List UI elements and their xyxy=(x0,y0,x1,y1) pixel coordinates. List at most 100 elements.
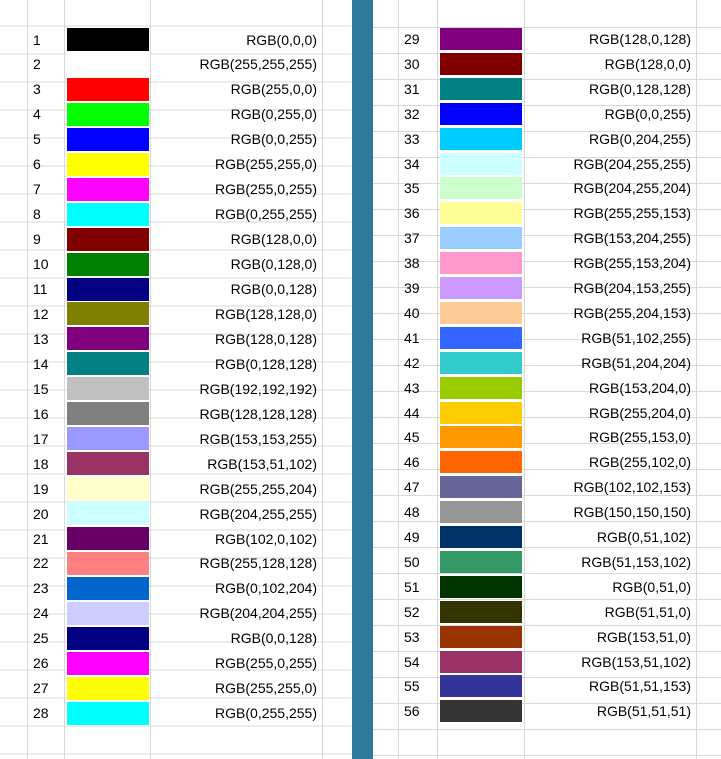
rgb-value-cell[interactable]: RGB(150,150,150) xyxy=(573,504,691,521)
color-row[interactable]: 33 RGB(0,204,255) xyxy=(373,127,721,151)
row-number-cell[interactable]: 38 xyxy=(404,255,420,272)
row-number-cell[interactable]: 19 xyxy=(33,480,49,497)
color-row[interactable]: 24 RGB(204,204,255) xyxy=(0,601,352,626)
rgb-value-cell[interactable]: RGB(255,0,0) xyxy=(230,81,317,98)
color-swatch-cell[interactable] xyxy=(67,427,149,451)
rgb-value-cell[interactable]: RGB(102,102,153) xyxy=(573,479,691,496)
color-row[interactable]: 46 RGB(255,102,0) xyxy=(373,450,721,474)
color-swatch-cell[interactable] xyxy=(440,575,522,598)
rgb-value-cell[interactable]: RGB(153,51,102) xyxy=(207,455,317,472)
row-number-cell[interactable]: 30 xyxy=(404,55,420,72)
rgb-value-cell[interactable]: RGB(51,51,0) xyxy=(604,603,691,620)
row-number-cell[interactable]: 23 xyxy=(33,580,49,597)
row-number-cell[interactable]: 47 xyxy=(404,479,420,496)
color-swatch-cell[interactable] xyxy=(440,501,522,524)
color-row[interactable]: 5 RGB(0,0,255) xyxy=(0,127,352,152)
rgb-value-cell[interactable]: RGB(0,0,255) xyxy=(604,105,691,122)
color-row[interactable]: 45 RGB(255,153,0) xyxy=(373,425,721,449)
rgb-value-cell[interactable]: RGB(255,153,0) xyxy=(589,429,691,446)
color-swatch-cell[interactable] xyxy=(67,77,149,101)
rgb-value-cell[interactable]: RGB(204,255,204) xyxy=(573,180,691,197)
rgb-value-cell[interactable]: RGB(0,128,128) xyxy=(215,355,317,372)
row-number-cell[interactable]: 40 xyxy=(404,304,420,321)
color-swatch-cell[interactable] xyxy=(67,252,149,276)
row-number-cell[interactable]: 22 xyxy=(33,555,49,572)
color-swatch-cell[interactable] xyxy=(440,476,522,499)
rgb-value-cell[interactable]: RGB(0,255,255) xyxy=(215,705,317,722)
color-row[interactable]: 4 RGB(0,255,0) xyxy=(0,102,352,127)
color-swatch-cell[interactable] xyxy=(440,351,522,374)
color-swatch-cell[interactable] xyxy=(440,550,522,573)
color-swatch-cell[interactable] xyxy=(67,502,149,526)
color-row[interactable]: 21 RGB(102,0,102) xyxy=(0,526,352,551)
rgb-value-cell[interactable]: RGB(51,204,204) xyxy=(581,354,691,371)
rgb-value-cell[interactable]: RGB(255,153,204) xyxy=(573,255,691,272)
color-swatch-cell[interactable] xyxy=(440,202,522,225)
color-swatch-cell[interactable] xyxy=(440,451,522,474)
color-row[interactable]: 32 RGB(0,0,255) xyxy=(373,102,721,126)
color-row[interactable]: 29 RGB(128,0,128) xyxy=(373,27,721,51)
row-number-cell[interactable]: 12 xyxy=(33,305,49,322)
rgb-value-cell[interactable]: RGB(255,255,0) xyxy=(215,680,317,697)
row-number-cell[interactable]: 55 xyxy=(404,678,420,695)
color-row[interactable]: 50 RGB(51,153,102) xyxy=(373,550,721,574)
row-number-cell[interactable]: 25 xyxy=(33,630,49,647)
color-row[interactable]: 49 RGB(0,51,102) xyxy=(373,525,721,549)
row-number-cell[interactable]: 49 xyxy=(404,529,420,545)
rgb-value-cell[interactable]: RGB(102,0,102) xyxy=(215,530,317,547)
color-row[interactable]: 6 RGB(255,255,0) xyxy=(0,152,352,177)
rgb-value-cell[interactable]: RGB(255,102,0) xyxy=(589,454,691,471)
color-row[interactable]: 44 RGB(255,204,0) xyxy=(373,401,721,425)
row-number-cell[interactable]: 16 xyxy=(33,405,49,422)
color-swatch-cell[interactable] xyxy=(440,650,522,673)
row-number-cell[interactable]: 18 xyxy=(33,455,49,472)
color-row[interactable]: 28 RGB(0,255,255) xyxy=(0,701,352,726)
color-row[interactable]: 38 RGB(255,153,204) xyxy=(373,251,721,275)
color-row[interactable]: 48 RGB(150,150,150) xyxy=(373,500,721,524)
color-swatch-cell[interactable] xyxy=(67,28,149,51)
rgb-value-cell[interactable]: RGB(128,128,128) xyxy=(199,405,317,422)
color-swatch-cell[interactable] xyxy=(440,227,522,250)
row-number-cell[interactable]: 53 xyxy=(404,628,420,645)
color-swatch-cell[interactable] xyxy=(67,601,149,625)
color-row[interactable]: 40 RGB(255,204,153) xyxy=(373,301,721,325)
rgb-value-cell[interactable]: RGB(0,128,128) xyxy=(589,80,691,97)
rgb-value-cell[interactable]: RGB(51,51,51) xyxy=(596,703,691,720)
color-row[interactable]: 51 RGB(0,51,0) xyxy=(373,575,721,599)
color-row[interactable]: 25 RGB(0,0,128) xyxy=(0,626,352,651)
row-number-cell[interactable]: 6 xyxy=(33,156,41,173)
row-number-cell[interactable]: 21 xyxy=(33,530,49,547)
color-row[interactable]: 36 RGB(255,255,153) xyxy=(373,201,721,225)
color-swatch-cell[interactable] xyxy=(67,551,149,575)
row-number-cell[interactable]: 52 xyxy=(404,603,420,620)
color-row[interactable]: 42 RGB(51,204,204) xyxy=(373,351,721,375)
rgb-value-cell[interactable]: RGB(255,255,204) xyxy=(199,480,317,497)
row-number-cell[interactable]: 36 xyxy=(404,205,420,222)
color-row[interactable]: 7 RGB(255,0,255) xyxy=(0,177,352,202)
rgb-value-cell[interactable]: RGB(153,153,255) xyxy=(199,430,317,447)
rgb-value-cell[interactable]: RGB(255,204,153) xyxy=(573,304,691,321)
rgb-value-cell[interactable]: RGB(255,204,0) xyxy=(589,404,691,421)
rgb-value-cell[interactable]: RGB(204,153,255) xyxy=(573,280,691,296)
row-number-cell[interactable]: 32 xyxy=(404,105,420,122)
rgb-value-cell[interactable]: RGB(0,51,102) xyxy=(596,529,691,545)
color-swatch-cell[interactable] xyxy=(440,526,522,548)
rgb-value-cell[interactable]: RGB(51,51,153) xyxy=(589,678,691,695)
row-number-cell[interactable]: 29 xyxy=(404,31,420,47)
row-number-cell[interactable]: 26 xyxy=(33,655,49,672)
rgb-value-cell[interactable]: RGB(128,0,128) xyxy=(589,31,691,47)
color-swatch-cell[interactable] xyxy=(67,477,149,501)
rgb-value-cell[interactable]: RGB(51,102,255) xyxy=(581,329,691,346)
rgb-value-cell[interactable]: RGB(255,0,255) xyxy=(215,655,317,672)
row-number-cell[interactable]: 27 xyxy=(33,680,49,697)
row-number-cell[interactable]: 17 xyxy=(33,430,49,447)
rgb-value-cell[interactable]: RGB(0,51,0) xyxy=(612,578,691,595)
color-swatch-cell[interactable] xyxy=(67,202,149,226)
rgb-value-cell[interactable]: RGB(192,192,192) xyxy=(199,380,317,397)
color-row[interactable]: 26 RGB(255,0,255) xyxy=(0,651,352,676)
color-swatch-cell[interactable] xyxy=(67,452,149,476)
row-number-cell[interactable]: 20 xyxy=(33,505,49,522)
left-sheet-panel[interactable]: 1 RGB(0,0,0) 2 RGB(255,255,255) 3 RGB(255,0,0… xyxy=(0,0,352,759)
color-swatch-cell[interactable] xyxy=(440,326,522,349)
row-number-cell[interactable]: 31 xyxy=(404,80,420,97)
